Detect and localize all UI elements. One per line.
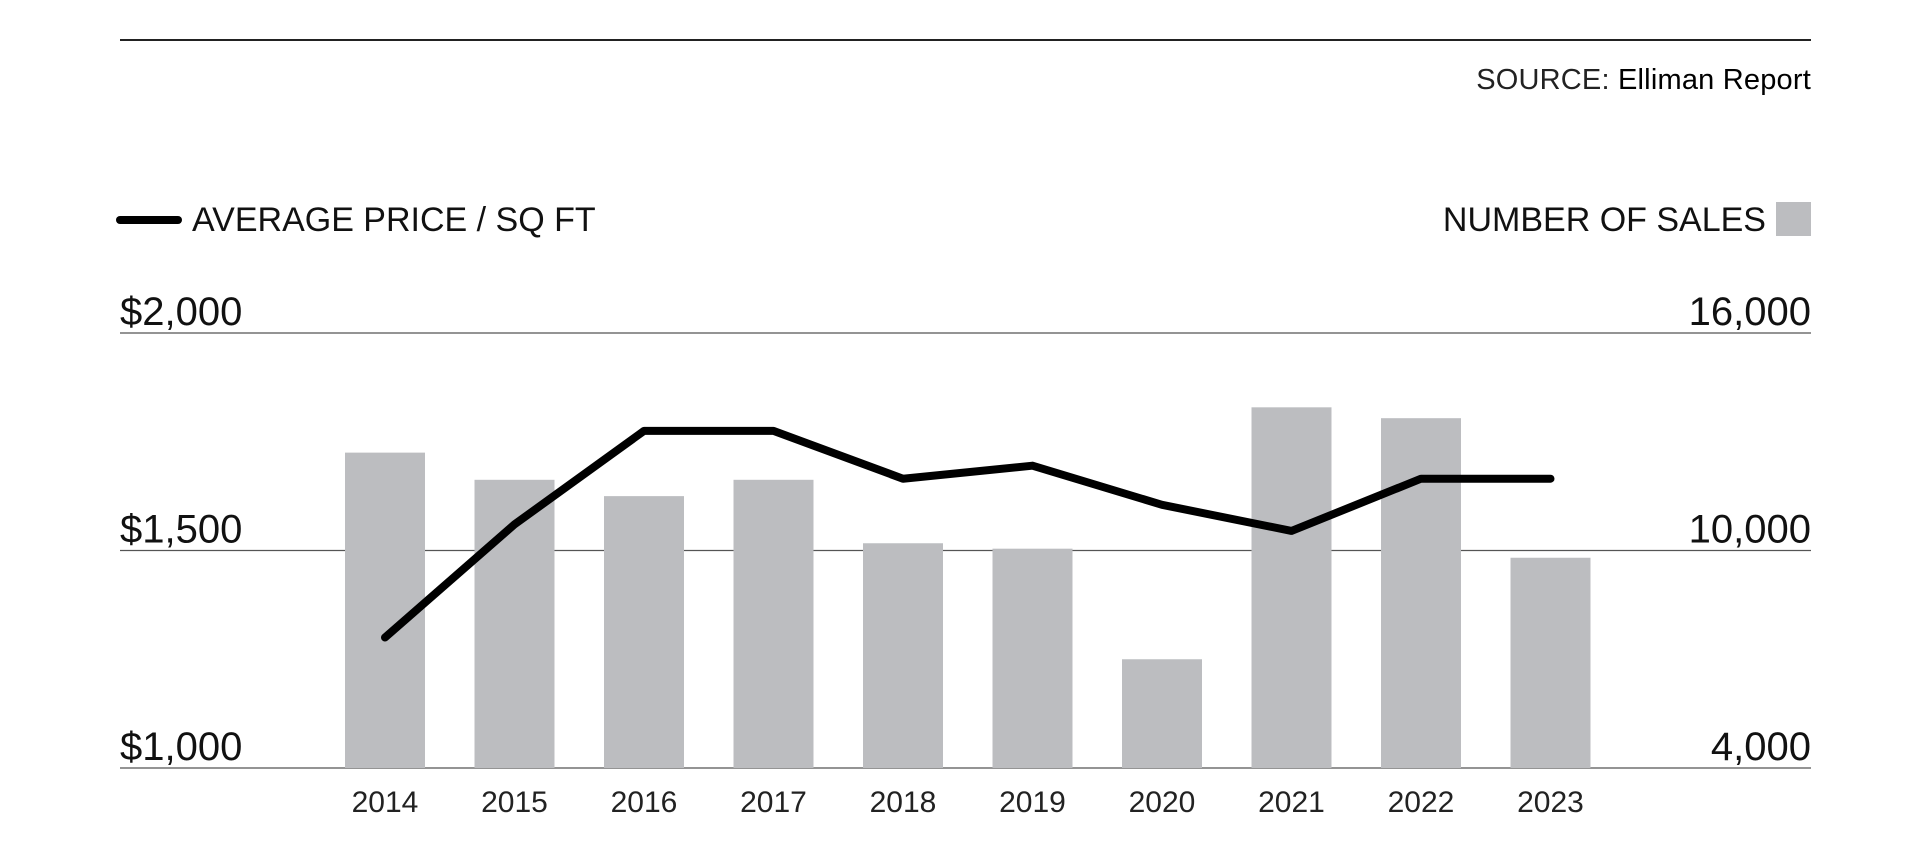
top-divider <box>120 39 1811 41</box>
left-axis-tick-label: $2,000 <box>120 290 242 334</box>
legend-bar-swatch <box>1776 202 1811 236</box>
line-series <box>381 426 1555 642</box>
x-axis-tick-label: 2017 <box>740 786 807 819</box>
sales-bar <box>1510 557 1591 768</box>
left-axis-tick-label: $1,000 <box>120 725 242 769</box>
bar-series <box>345 407 1591 768</box>
x-axis-tick-label: 2023 <box>1517 786 1584 819</box>
chart-legend: AVERAGE PRICE / SQ FT NUMBER OF SALES <box>116 201 1811 239</box>
x-axis-tick-label: 2019 <box>999 786 1066 819</box>
x-axis-tick-label: 2021 <box>1258 786 1325 819</box>
sales-bar <box>863 543 943 768</box>
x-axis-tick-label: 2016 <box>611 786 678 819</box>
legend-line-label: AVERAGE PRICE / SQ FT <box>192 201 596 239</box>
sales-bar <box>1381 418 1461 768</box>
source-credit: SOURCE: Elliman Report <box>1476 64 1811 97</box>
x-axis-tick-label: 2020 <box>1129 786 1196 819</box>
right-axis-tick-label: 10,000 <box>1689 508 1811 552</box>
price-line <box>381 426 1555 642</box>
legend-bar-label: NUMBER OF SALES <box>1443 201 1766 239</box>
sales-bar <box>604 496 684 768</box>
right-axis-tick-label: 4,000 <box>1711 725 1811 769</box>
sales-bar <box>733 479 814 768</box>
x-axis-tick-label: 2014 <box>352 786 419 819</box>
right-axis-tick-label: 16,000 <box>1689 290 1811 334</box>
axis-labels: $1,000 4,000 $1,500 10,000 $2,000 16,000 2014 2… <box>120 290 1811 819</box>
sales-bar <box>1251 407 1332 768</box>
left-axis-tick-label: $1,500 <box>120 508 242 552</box>
source-name: Elliman Report <box>1618 64 1811 96</box>
sales-bar <box>1122 659 1202 768</box>
x-axis-tick-label: 2018 <box>870 786 937 819</box>
source-label: SOURCE: <box>1476 64 1610 96</box>
x-axis-tick-label: 2015 <box>481 786 548 819</box>
x-axis-tick-label: 2022 <box>1388 786 1455 819</box>
sales-bar <box>992 548 1073 768</box>
